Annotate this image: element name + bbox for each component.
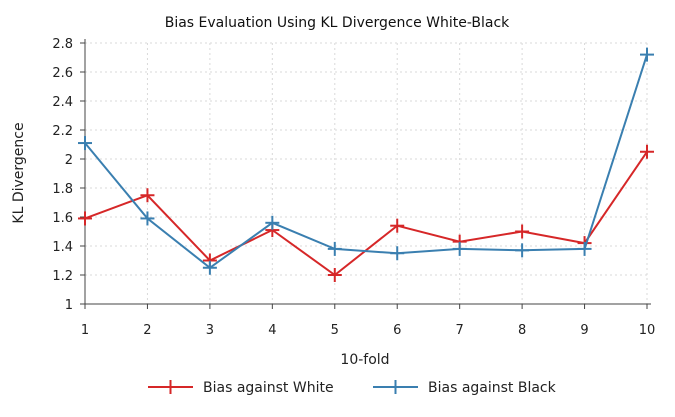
series-line xyxy=(84,151,648,277)
data-point-marker xyxy=(140,188,155,203)
grid-layer xyxy=(85,42,648,304)
data-point-marker xyxy=(140,211,155,226)
y-tick-label: 1.8 xyxy=(52,182,73,197)
series-layer xyxy=(78,47,654,282)
x-tick-label: 3 xyxy=(206,323,214,338)
legend-item: Bias against Black xyxy=(373,380,557,396)
data-point-marker xyxy=(452,241,467,256)
y-tick-label: 2.6 xyxy=(52,66,73,81)
x-tick-label: 2 xyxy=(143,323,151,338)
data-point-marker xyxy=(515,224,530,239)
x-tick-label: 1 xyxy=(81,323,89,338)
x-axis-title: 10-fold xyxy=(340,352,389,368)
x-tick-label: 10 xyxy=(639,323,656,338)
series-white xyxy=(78,144,654,282)
series-line xyxy=(84,54,648,270)
y-tick-label: 1 xyxy=(65,298,73,313)
y-tick-label: 2.8 xyxy=(52,37,73,52)
legend: Bias against White Bias against Black xyxy=(148,380,557,396)
y-tick-label: 1.6 xyxy=(52,211,73,226)
data-point-marker xyxy=(265,215,280,230)
y-tick-label: 2.2 xyxy=(52,124,73,139)
data-point-marker xyxy=(327,241,342,256)
data-point-marker xyxy=(577,241,592,256)
data-point-marker xyxy=(78,136,92,151)
data-point-marker xyxy=(515,243,530,258)
data-point-marker xyxy=(202,260,217,275)
x-tick-label: 5 xyxy=(331,323,339,338)
data-point-marker xyxy=(390,218,405,233)
chart-title: Bias Evaluation Using KL Divergence Whit… xyxy=(165,15,510,31)
y-tick-label: 2 xyxy=(65,153,73,168)
y-axis-title: KL Divergence xyxy=(11,122,27,223)
data-point-marker xyxy=(390,246,405,261)
y-tick-label: 1.4 xyxy=(52,240,73,255)
legend-label: Bias against White xyxy=(203,380,334,396)
x-tick-label: 8 xyxy=(518,323,526,338)
x-tick-label: 6 xyxy=(393,323,401,338)
y-tick-label: 2.4 xyxy=(52,95,73,110)
axes-layer xyxy=(80,39,651,309)
x-tick-label: 7 xyxy=(456,323,464,338)
y-tick-label: 1.2 xyxy=(52,269,73,284)
data-point-marker xyxy=(327,268,342,282)
x-tick-label: 4 xyxy=(268,323,276,338)
tick-labels: 1 1.2 1.4 1.6 1.8 2 2.2 2.4 2.6 2.8 1 2 3 4 5 6 7 8 9 10 xyxy=(52,37,655,338)
legend-item: Bias against White xyxy=(148,380,334,396)
x-tick-label: 9 xyxy=(580,323,588,338)
series-black xyxy=(78,47,654,275)
data-point-marker xyxy=(640,47,654,62)
data-point-marker xyxy=(640,144,654,159)
data-point-marker xyxy=(78,211,92,226)
legend-label: Bias against Black xyxy=(428,380,557,396)
